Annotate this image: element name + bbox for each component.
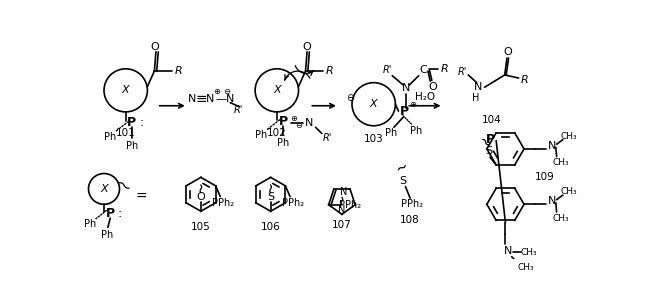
Text: O: O (302, 42, 311, 52)
Text: P: P (127, 116, 136, 129)
Text: ⊕: ⊕ (409, 100, 416, 109)
Text: R': R' (234, 104, 244, 115)
Text: 102: 102 (267, 128, 287, 138)
Text: Ph: Ph (126, 141, 138, 151)
Text: Ph: Ph (410, 126, 422, 136)
Text: S: S (267, 192, 274, 202)
Text: N: N (474, 82, 483, 92)
Text: PPh₂: PPh₂ (213, 198, 234, 208)
Text: 101: 101 (116, 128, 136, 138)
Text: —: — (216, 94, 227, 104)
Text: X: X (100, 184, 108, 194)
Text: O: O (428, 81, 437, 91)
Text: PPh₂: PPh₂ (339, 200, 361, 210)
Text: Ph: Ph (84, 219, 96, 229)
Text: S: S (485, 146, 492, 156)
Text: O: O (196, 192, 205, 202)
Text: 107: 107 (332, 220, 352, 230)
Text: X: X (273, 85, 280, 95)
Text: P: P (400, 105, 410, 118)
Text: ≡: ≡ (195, 92, 207, 106)
Text: H₂O: H₂O (415, 92, 435, 102)
Text: N: N (505, 246, 513, 255)
Text: N: N (340, 187, 348, 196)
Text: CH₃: CH₃ (521, 248, 537, 257)
Text: N: N (339, 205, 346, 215)
Text: O: O (151, 42, 160, 52)
Text: CH₃: CH₃ (561, 132, 578, 141)
Text: ⊕: ⊕ (290, 114, 297, 123)
Text: Ph: Ph (277, 138, 289, 148)
Text: ⊕: ⊕ (213, 87, 220, 96)
Text: Ph: Ph (386, 129, 398, 139)
Text: P: P (485, 132, 494, 146)
Text: H: H (472, 93, 480, 103)
Text: S: S (399, 176, 406, 186)
Text: R: R (521, 74, 528, 85)
Text: =: = (136, 190, 147, 204)
Text: N: N (548, 196, 556, 206)
Text: R': R' (457, 67, 467, 77)
Text: 106: 106 (261, 222, 280, 232)
Text: R: R (326, 66, 333, 76)
Text: X: X (122, 85, 129, 95)
Text: PPh₂: PPh₂ (401, 199, 422, 209)
Text: N: N (402, 83, 410, 93)
Text: ⊖: ⊖ (346, 93, 355, 103)
Text: R: R (441, 64, 448, 74)
Text: P: P (279, 115, 288, 128)
Text: R': R' (322, 133, 332, 143)
Text: Ph: Ph (101, 230, 113, 240)
Text: 109: 109 (534, 172, 554, 182)
Text: C: C (419, 65, 427, 74)
Text: ⊖: ⊖ (224, 87, 231, 96)
Text: 105: 105 (191, 222, 211, 232)
Text: O: O (503, 47, 512, 57)
Text: CH₃: CH₃ (517, 263, 534, 272)
Text: N: N (206, 94, 214, 104)
Text: N: N (305, 118, 313, 128)
Text: CH₃: CH₃ (552, 158, 568, 167)
Text: CH₃: CH₃ (561, 187, 578, 196)
Text: PPh₂: PPh₂ (282, 198, 304, 208)
Text: :: : (118, 207, 121, 220)
Text: N: N (226, 94, 234, 104)
Text: Ph: Ph (104, 132, 116, 141)
Text: CH₃: CH₃ (552, 214, 568, 223)
Text: X: X (370, 99, 377, 109)
Text: 103: 103 (364, 134, 384, 144)
Text: N: N (187, 94, 196, 104)
Text: ⊖: ⊖ (295, 120, 302, 129)
Text: P: P (106, 207, 115, 220)
Text: Ph: Ph (255, 130, 267, 140)
Text: R': R' (383, 65, 392, 74)
Text: R: R (174, 66, 182, 76)
Text: 104: 104 (482, 115, 501, 125)
Text: N: N (548, 141, 556, 151)
Text: 108: 108 (401, 215, 420, 225)
Text: :: : (139, 116, 143, 129)
